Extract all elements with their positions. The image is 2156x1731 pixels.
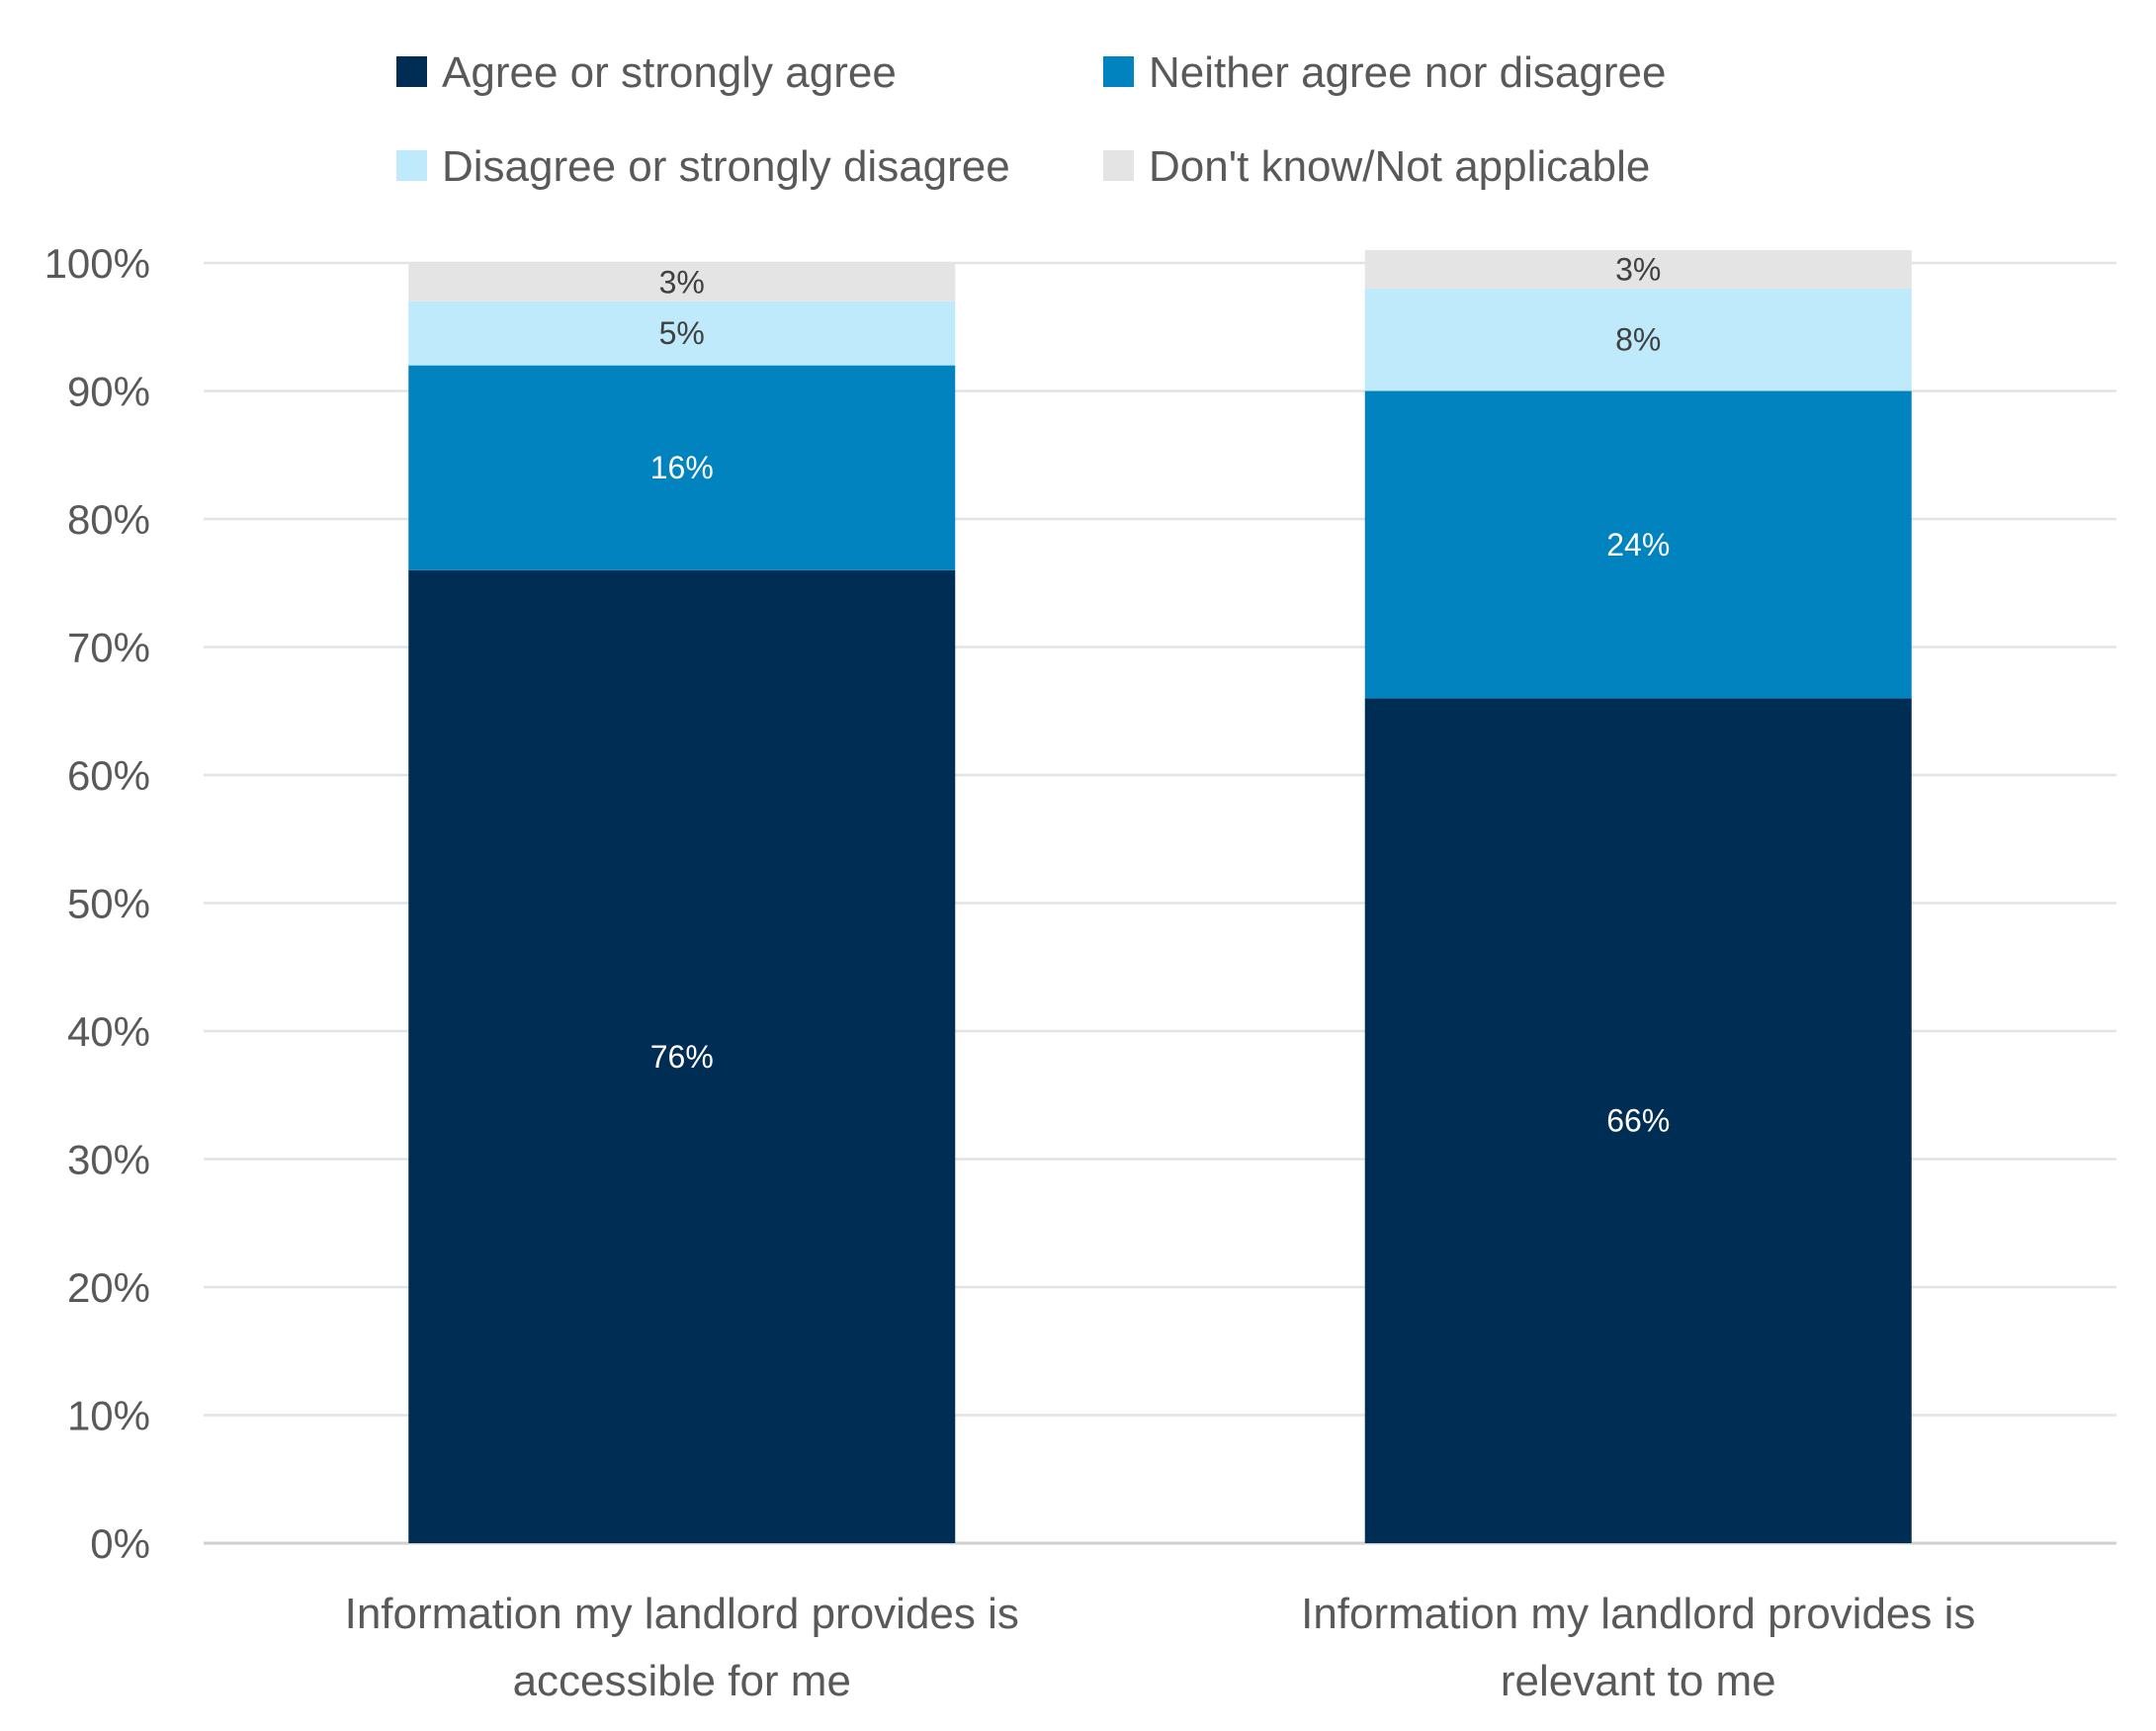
bar-segment bbox=[1364, 288, 1912, 391]
legend-label: Don't know/Not applicable bbox=[1149, 142, 1650, 191]
data-label: 76% bbox=[650, 1039, 714, 1075]
x-axis-label: Information my landlord provides is bbox=[345, 1590, 1019, 1638]
x-axis-label: relevant to me bbox=[1501, 1657, 1776, 1705]
x-axis-labels: Information my landlord provides is acces… bbox=[345, 1590, 1976, 1705]
data-label: 3% bbox=[659, 264, 705, 300]
bar-segment bbox=[408, 365, 956, 570]
legend-label: Disagree or strongly disagree bbox=[442, 142, 1010, 191]
legend-label: Agree or strongly agree bbox=[442, 48, 897, 97]
bar-segment bbox=[1364, 250, 1912, 289]
y-axis-ticks: 0% 10% 20% 30% 40% 50% 60% 70% 80% 90% 100% bbox=[44, 240, 150, 1567]
bars bbox=[408, 250, 1912, 1543]
bar-segment bbox=[408, 263, 956, 302]
bar-segment bbox=[408, 301, 956, 366]
y-tick-label: 0% bbox=[90, 1520, 150, 1567]
y-tick-label: 60% bbox=[67, 752, 150, 799]
bar-segment bbox=[1364, 698, 1912, 1543]
x-axis-label: accessible for me bbox=[513, 1657, 851, 1705]
y-tick-label: 40% bbox=[67, 1008, 150, 1055]
legend: Agree or strongly agree Neither agree nor… bbox=[396, 48, 1666, 191]
data-labels: 76% 16% 5% 3% 66% 24% 8% 3% bbox=[650, 251, 1671, 1138]
data-label: 3% bbox=[1615, 251, 1661, 287]
y-tick-label: 10% bbox=[67, 1393, 150, 1439]
legend-swatch bbox=[1103, 56, 1134, 87]
legend-swatch bbox=[396, 56, 427, 87]
y-tick-label: 50% bbox=[67, 881, 150, 927]
legend-swatch bbox=[1103, 150, 1134, 181]
y-tick-label: 30% bbox=[67, 1137, 150, 1183]
x-axis-label: Information my landlord provides is bbox=[1301, 1590, 1975, 1638]
bar-segment bbox=[408, 569, 956, 1543]
data-label: 24% bbox=[1606, 527, 1670, 563]
legend-label: Neither agree nor disagree bbox=[1149, 48, 1666, 97]
data-label: 66% bbox=[1606, 1103, 1670, 1139]
y-tick-label: 80% bbox=[67, 496, 150, 543]
y-tick-label: 100% bbox=[44, 240, 150, 287]
data-label: 5% bbox=[659, 315, 705, 351]
y-tick-label: 70% bbox=[67, 625, 150, 671]
y-tick-label: 90% bbox=[67, 369, 150, 415]
legend-swatch bbox=[396, 150, 427, 181]
data-label: 16% bbox=[650, 450, 714, 485]
bar-segment bbox=[1364, 390, 1912, 699]
y-tick-label: 20% bbox=[67, 1264, 150, 1311]
data-label: 8% bbox=[1615, 322, 1661, 358]
